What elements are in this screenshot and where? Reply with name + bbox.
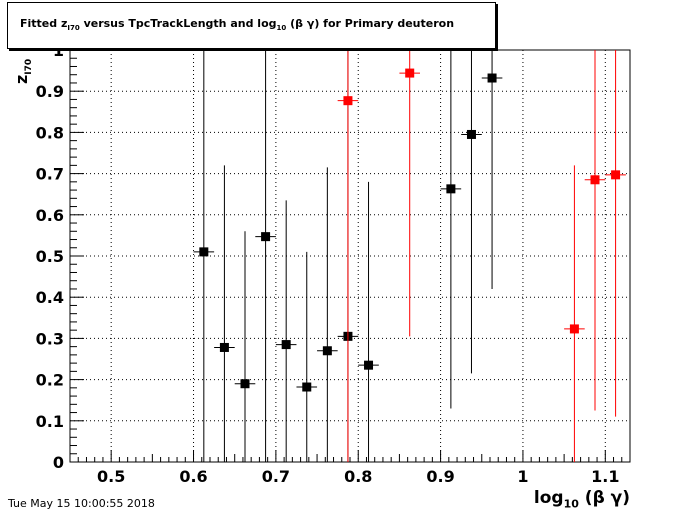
data-point [584,50,606,411]
y-tick-label: 0.2 [36,371,64,390]
point-marker [281,340,291,350]
y-axis-label: zI70 [12,58,35,84]
point-marker [219,342,229,352]
x-tick-label: 0.5 [97,467,125,486]
y-tick-label: 0.7 [36,165,64,184]
x-tick-label: 1.1 [591,467,619,486]
axes-layer: 0.5 0.6 0.7 0.8 0.9 1 1.1 0 0.1 0.2 0.3 0.4 0.5 0.6 0.… [36,41,631,486]
x-axis-label: log10 (β γ) [533,488,630,511]
grid-layer [70,50,630,462]
x-tick-label: 0.7 [262,467,290,486]
point-marker [446,184,456,194]
data-point [564,165,585,462]
point-marker [240,379,250,389]
point-marker [590,175,600,185]
y-tick-label: 0.3 [36,329,64,348]
data-point [605,50,626,417]
y-tick-label: 0.9 [36,82,64,101]
data-point [461,50,482,374]
point-marker [611,170,621,180]
y-tick-label: 0 [53,453,64,472]
point-marker [343,96,353,106]
point-marker [364,360,374,370]
point-marker [302,382,312,392]
data-point [275,200,297,462]
data-point [481,50,503,289]
data-point [358,181,379,462]
y-tick-label: 0.8 [36,123,64,142]
point-marker [487,73,497,83]
data-point [337,50,359,462]
point-marker [261,232,271,242]
data-point [399,50,420,337]
x-tick-label: 1 [517,467,528,486]
data-point [317,167,338,462]
chart-title: Fitted zI70 versus TpcTrackLength and lo… [20,17,455,33]
data-point [193,50,215,462]
point-marker [322,346,332,356]
y-tick-label: 1 [53,41,64,60]
data-point [296,251,318,462]
x-tick-label: 0.9 [426,467,454,486]
marks-layer [193,50,626,462]
y-tick-label: 0.4 [36,288,64,307]
point-marker [199,247,209,257]
y-tick-label: 0.5 [36,247,64,266]
x-tick-label: 0.8 [344,467,372,486]
point-marker [466,129,476,139]
title-box: Fitted zI70 versus TpcTrackLength and lo… [7,2,496,49]
datestamp: Tue May 15 10:00:55 2018 [8,497,155,510]
data-point [214,165,235,462]
data-point [440,50,462,409]
point-marker [405,68,415,78]
data-point [255,50,276,462]
x-tick-label: 0.6 [179,467,207,486]
y-tick-label: 0.1 [36,412,64,431]
data-point [234,231,256,462]
y-tick-label: 0.6 [36,206,64,225]
point-marker [569,324,579,334]
